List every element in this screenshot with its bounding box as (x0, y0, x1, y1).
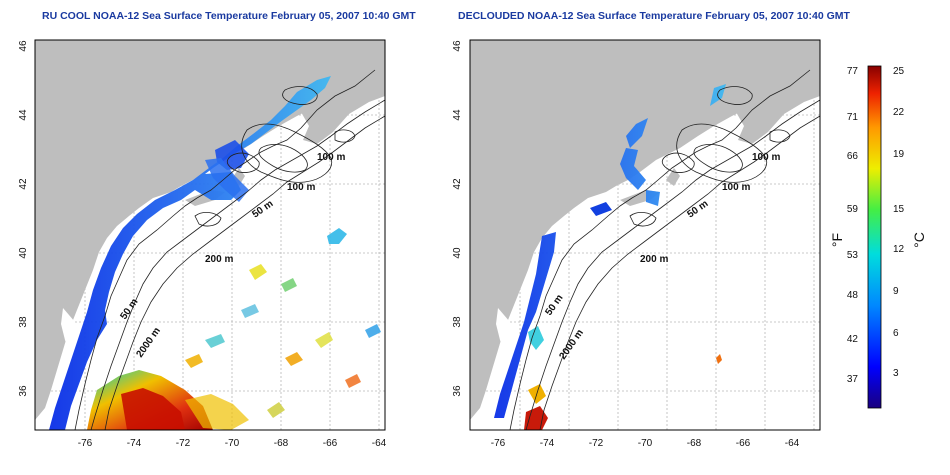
right-y-tick: 44 (452, 109, 463, 121)
colorbar-f-tick: 66 (847, 151, 859, 162)
left-contour-label-200m: 200 m (205, 254, 233, 265)
left-x-tick: -66 (323, 438, 338, 449)
colorbar-c-tick: 9 (893, 286, 899, 297)
right-x-tick: -74 (540, 438, 555, 449)
right-contour-label-200m: 200 m (640, 254, 668, 265)
left-map-panel: 100 m 100 m 50 m 200 m 50 m 2000 m (34, 39, 386, 431)
left-axes: -76 -74 -72 -70 -68 -66 -64 46 44 42 40 … (18, 40, 387, 449)
right-sst-warm (524, 406, 548, 430)
right-x-tick: -64 (785, 438, 800, 449)
right-x-tick: -72 (589, 438, 604, 449)
colorbar-c-tick: 25 (893, 66, 905, 77)
colorbar-fahrenheit-unit: °F (829, 233, 845, 247)
left-contour-label-100m-b: 100 m (287, 182, 315, 193)
right-x-tick: -68 (687, 438, 702, 449)
colorbar-f-tick: 71 (847, 112, 859, 123)
colorbar-c-tick: 22 (893, 107, 905, 118)
colorbar-c-tick: 6 (893, 328, 899, 339)
colorbar-gradient (867, 65, 882, 409)
left-x-tick: -72 (176, 438, 191, 449)
right-contour-label-100m-a: 100 m (752, 152, 780, 163)
left-x-tick: -68 (274, 438, 289, 449)
left-y-tick: 44 (18, 109, 29, 121)
colorbar-c-tick: 3 (893, 368, 899, 379)
colorbar-celsius-unit: °C (911, 232, 927, 248)
left-y-tick: 42 (18, 178, 29, 190)
right-y-tick: 36 (452, 385, 463, 397)
colorbar-f-tick: 53 (847, 250, 859, 261)
colorbar-f-tick: 77 (847, 66, 859, 77)
right-map-frame (469, 39, 821, 431)
left-x-tick: -74 (127, 438, 142, 449)
right-axes: -76 -74 -72 -70 -68 -66 -64 46 44 42 40 … (452, 40, 800, 449)
colorbar-c-tick: 15 (893, 204, 905, 215)
right-y-tick: 40 (452, 247, 463, 259)
right-y-tick: 42 (452, 178, 463, 190)
right-map-title: DECLOUDED NOAA-12 Sea Surface Temperatur… (458, 10, 850, 22)
right-y-tick: 46 (452, 40, 463, 52)
left-map-frame (34, 39, 386, 431)
left-x-tick: -76 (78, 438, 93, 449)
left-x-tick: -70 (225, 438, 240, 449)
right-x-tick: -76 (491, 438, 506, 449)
left-y-tick: 46 (18, 40, 29, 52)
right-sst-coastal (494, 84, 726, 418)
right-contour-label-100m-b: 100 m (722, 182, 750, 193)
colorbar: 77 71 66 59 53 48 42 37 25 22 19 15 12 9… (829, 65, 927, 409)
colorbar-f-tick: 48 (847, 290, 859, 301)
right-map-panel: 100 m 100 m 50 m 200 m 50 m 2000 m (469, 39, 821, 431)
left-y-tick: 36 (18, 385, 29, 397)
left-x-tick: -64 (372, 438, 387, 449)
colorbar-f-tick: 59 (847, 204, 859, 215)
left-map-title: RU COOL NOAA-12 Sea Surface Temperature … (42, 10, 416, 22)
right-y-tick: 38 (452, 316, 463, 328)
colorbar-c-tick: 19 (893, 149, 905, 160)
colorbar-f-tick: 37 (847, 374, 859, 385)
right-x-tick: -66 (736, 438, 751, 449)
left-y-tick: 38 (18, 316, 29, 328)
colorbar-f-tick: 42 (847, 334, 859, 345)
left-contour-label-100m-a: 100 m (317, 152, 345, 163)
left-y-tick: 40 (18, 247, 29, 259)
right-x-tick: -70 (638, 438, 653, 449)
colorbar-c-tick: 12 (893, 244, 905, 255)
